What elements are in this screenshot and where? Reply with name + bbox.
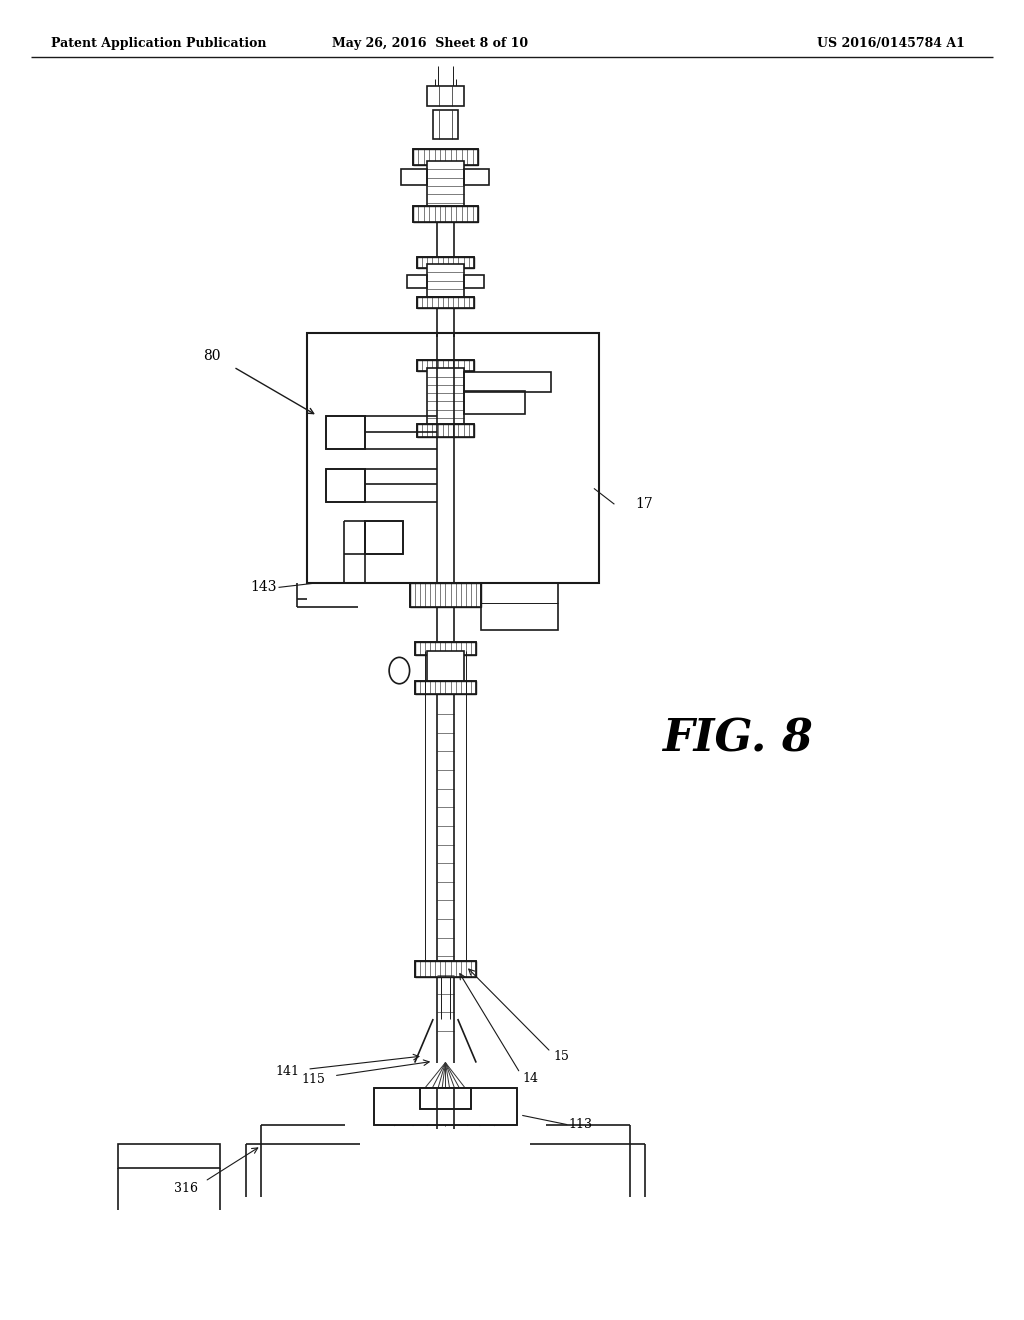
Bar bbox=[307, 333, 599, 583]
Bar bbox=[415, 681, 476, 694]
Bar bbox=[464, 391, 525, 414]
Bar bbox=[413, 149, 478, 165]
Bar bbox=[415, 961, 476, 977]
Bar bbox=[464, 275, 484, 288]
Bar bbox=[417, 257, 474, 268]
Text: Patent Application Publication: Patent Application Publication bbox=[51, 37, 266, 50]
Bar bbox=[410, 583, 481, 607]
Text: 80: 80 bbox=[203, 350, 220, 363]
Bar bbox=[415, 642, 476, 655]
Bar bbox=[413, 206, 478, 222]
Bar bbox=[420, 1088, 471, 1109]
Bar bbox=[427, 86, 464, 106]
Text: 113: 113 bbox=[568, 1118, 592, 1131]
Bar bbox=[417, 360, 474, 371]
Bar bbox=[481, 583, 558, 630]
Bar bbox=[415, 681, 476, 694]
Circle shape bbox=[338, 429, 342, 434]
Bar bbox=[413, 149, 478, 165]
Text: May 26, 2016  Sheet 8 of 10: May 26, 2016 Sheet 8 of 10 bbox=[332, 37, 528, 50]
Bar bbox=[417, 424, 474, 437]
Bar bbox=[415, 642, 476, 655]
Bar bbox=[365, 521, 403, 554]
Text: 141: 141 bbox=[275, 1065, 299, 1078]
Bar bbox=[413, 206, 478, 222]
Bar bbox=[415, 961, 476, 977]
Circle shape bbox=[338, 482, 342, 487]
Bar bbox=[410, 583, 481, 607]
Bar bbox=[415, 961, 476, 977]
Bar bbox=[427, 264, 464, 297]
Bar bbox=[407, 275, 427, 288]
Text: 316: 316 bbox=[174, 1181, 199, 1195]
Bar bbox=[420, 1088, 471, 1109]
Text: 143: 143 bbox=[250, 581, 276, 594]
Bar bbox=[464, 372, 551, 392]
Bar bbox=[464, 169, 489, 185]
Bar bbox=[365, 521, 403, 554]
Bar bbox=[417, 424, 474, 437]
Text: 17: 17 bbox=[635, 498, 652, 511]
Bar bbox=[118, 1144, 220, 1168]
Bar bbox=[417, 424, 474, 437]
Bar bbox=[413, 149, 478, 165]
Bar bbox=[326, 416, 365, 449]
Bar bbox=[417, 297, 474, 308]
Bar bbox=[427, 161, 464, 211]
Bar bbox=[427, 651, 464, 684]
Text: 14: 14 bbox=[522, 1072, 539, 1085]
Bar bbox=[417, 360, 474, 371]
Bar bbox=[417, 297, 474, 308]
Text: 15: 15 bbox=[553, 1049, 569, 1063]
Bar bbox=[410, 583, 481, 607]
Bar bbox=[417, 257, 474, 268]
Bar bbox=[401, 169, 427, 185]
Bar bbox=[427, 368, 464, 426]
Bar bbox=[415, 681, 476, 694]
Bar bbox=[417, 360, 474, 371]
Text: US 2016/0145784 A1: US 2016/0145784 A1 bbox=[817, 37, 965, 50]
Bar bbox=[417, 297, 474, 308]
Bar bbox=[417, 257, 474, 268]
Text: FIG. 8: FIG. 8 bbox=[662, 718, 813, 760]
Bar bbox=[433, 110, 458, 139]
Bar bbox=[326, 416, 365, 449]
Bar bbox=[326, 469, 365, 502]
Bar bbox=[413, 206, 478, 222]
Bar bbox=[415, 642, 476, 655]
Circle shape bbox=[377, 535, 381, 540]
Bar bbox=[374, 1088, 517, 1125]
Bar bbox=[374, 1088, 517, 1125]
Text: 115: 115 bbox=[302, 1073, 326, 1086]
Bar bbox=[326, 469, 365, 502]
